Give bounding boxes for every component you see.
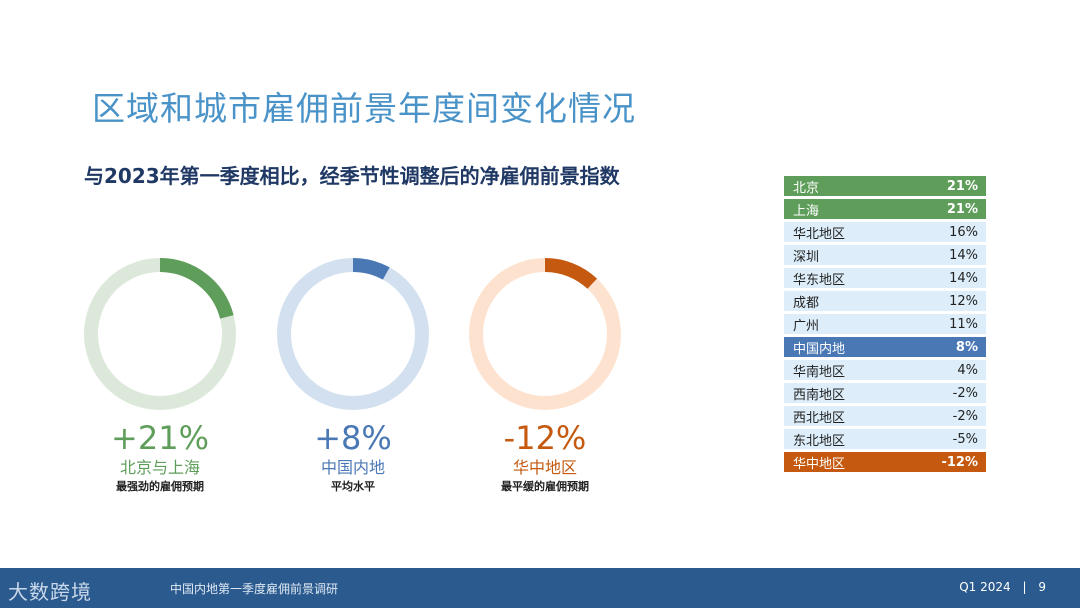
donut-value-label: +21%	[111, 419, 209, 457]
table-row: 成都 12%	[784, 291, 986, 311]
table-row: 华东地区 14%	[784, 268, 986, 288]
donut-caption-central-china: -12% 华中地区 最平缓的雇佣预期	[435, 420, 655, 495]
table-row: 东北地区 -5%	[784, 429, 986, 449]
donut-note-label: 最强劲的雇佣预期	[116, 480, 204, 493]
table-cell-region: 中国内地	[793, 341, 846, 357]
table-cell-value: 11%	[949, 316, 978, 332]
table-cell-value: 16%	[949, 224, 978, 240]
table-cell-value: 14%	[949, 247, 978, 263]
table-row: 深圳 14%	[784, 245, 986, 265]
footer-report-title: 中国内地第一季度雇佣前景调研	[170, 582, 339, 596]
table-cell-value: -2%	[952, 385, 978, 401]
watermark-logo: 大数跨境	[8, 580, 92, 604]
table-cell-value: 21%	[946, 201, 978, 217]
footer-page-info: Q1 2024 | 9	[951, 580, 1046, 594]
donut-segment	[159, 258, 234, 319]
table-cell-region: 深圳	[793, 249, 820, 265]
table-cell-region: 广州	[793, 318, 820, 334]
table-cell-region: 西南地区	[793, 387, 846, 403]
donut-chart-mainland-china	[277, 258, 429, 410]
donut-name-label: 华中地区	[512, 458, 577, 477]
table-cell-value: -12%	[941, 454, 978, 470]
table-row: 华南地区 4%	[784, 360, 986, 380]
page-subtitle: 与2023年第一季度相比，经季节性调整后的净雇佣前景指数	[84, 164, 620, 188]
donut-name-label: 北京与上海	[119, 458, 200, 477]
donut-track	[277, 258, 429, 410]
table-row: 西南地区 -2%	[784, 383, 986, 403]
donut-chart-central-china	[469, 258, 621, 410]
footer-separator: |	[1022, 580, 1027, 594]
table-row: 上海 21%	[784, 199, 986, 219]
table-cell-value: -5%	[952, 431, 978, 447]
donut-caption-mainland-china: +8% 中国内地 平均水平	[243, 420, 463, 495]
table-cell-region: 上海	[793, 203, 820, 219]
table-row: 中国内地 8%	[784, 337, 986, 357]
donut-svg	[277, 258, 429, 410]
donut-name-label: 中国内地	[320, 458, 385, 477]
table-cell-region: 华东地区	[793, 272, 846, 288]
table-row: 华北地区 16%	[784, 222, 986, 242]
table-row: 华中地区 -12%	[784, 452, 986, 472]
donut-svg	[469, 258, 621, 410]
page-title: 区域和城市雇佣前景年度间变化情况	[92, 89, 636, 128]
table-cell-region: 华中地区	[793, 456, 846, 472]
donut-track	[469, 258, 621, 410]
ranking-table: 北京 21% 上海 21% 华北地区 16% 深圳 14% 华东地区 14% 成都 12% 广州 11% 中…	[784, 176, 986, 475]
table-cell-region: 华北地区	[793, 226, 846, 242]
table-row: 西北地区 -2%	[784, 406, 986, 426]
table-cell-region: 华南地区	[793, 364, 846, 380]
donut-value-label: +8%	[314, 419, 392, 457]
donut-caption-beijing-shanghai: +21% 北京与上海 最强劲的雇佣预期	[50, 420, 270, 495]
table-cell-value: 14%	[949, 270, 978, 286]
table-cell-value: 21%	[946, 178, 978, 194]
table-cell-region: 北京	[793, 180, 820, 196]
donut-note-label: 平均水平	[331, 480, 375, 493]
table-cell-region: 东北地区	[793, 433, 846, 449]
donut-segment	[544, 258, 598, 289]
donut-svg	[84, 258, 236, 410]
footer-quarter: Q1 2024	[959, 580, 1011, 594]
table-cell-region: 成都	[793, 295, 820, 311]
donut-chart-beijing-shanghai	[84, 258, 236, 410]
table-cell-value: -2%	[952, 408, 978, 424]
footer-page-number: 9	[1038, 580, 1046, 594]
donut-segment	[352, 258, 390, 280]
table-cell-value: 8%	[955, 339, 978, 355]
table-row: 北京 21%	[784, 176, 986, 196]
donut-note-label: 最平缓的雇佣预期	[501, 480, 589, 493]
table-row: 广州 11%	[784, 314, 986, 334]
table-cell-value: 4%	[957, 362, 978, 378]
table-cell-value: 12%	[949, 293, 978, 309]
footer-bar: 大数跨境 中国内地第一季度雇佣前景调研 Q1 2024 | 9	[0, 568, 1080, 608]
table-cell-region: 西北地区	[793, 410, 846, 426]
donut-value-label: -12%	[503, 419, 587, 457]
